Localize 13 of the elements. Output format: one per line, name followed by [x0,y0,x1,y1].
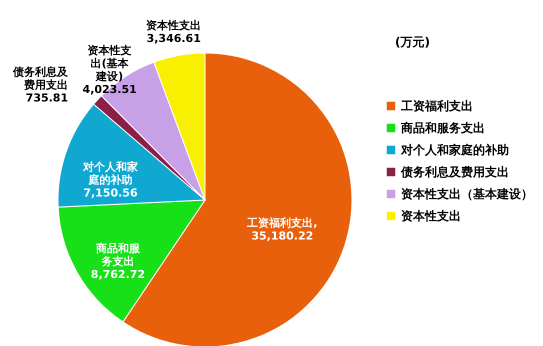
text: (万元) [395,35,430,49]
legend-label: 工资福利支出 [400,99,473,113]
legend-label: 资本性支出（基本建设） [401,187,533,201]
legend-label: 债务利息及费用支出 [400,165,509,179]
legend-label: 对个人和家庭的补助 [400,143,509,157]
data-label: 资本性支出(基本建设)4,023.51 [82,44,137,96]
data-label: 工资福利支出,35,180.22 [246,216,318,243]
data-label: 债务利息及费用支出735.81 [12,66,70,105]
legend-label: 商品和服务支出 [400,121,485,135]
data-label: 商品和服务支出8,762.72 [90,242,146,282]
data-label: 资本性支出3,346.61 [146,18,202,45]
data-label: 对个人和家庭的补助7,150.56 [82,160,138,200]
legend-label: 资本性支出 [401,209,461,223]
